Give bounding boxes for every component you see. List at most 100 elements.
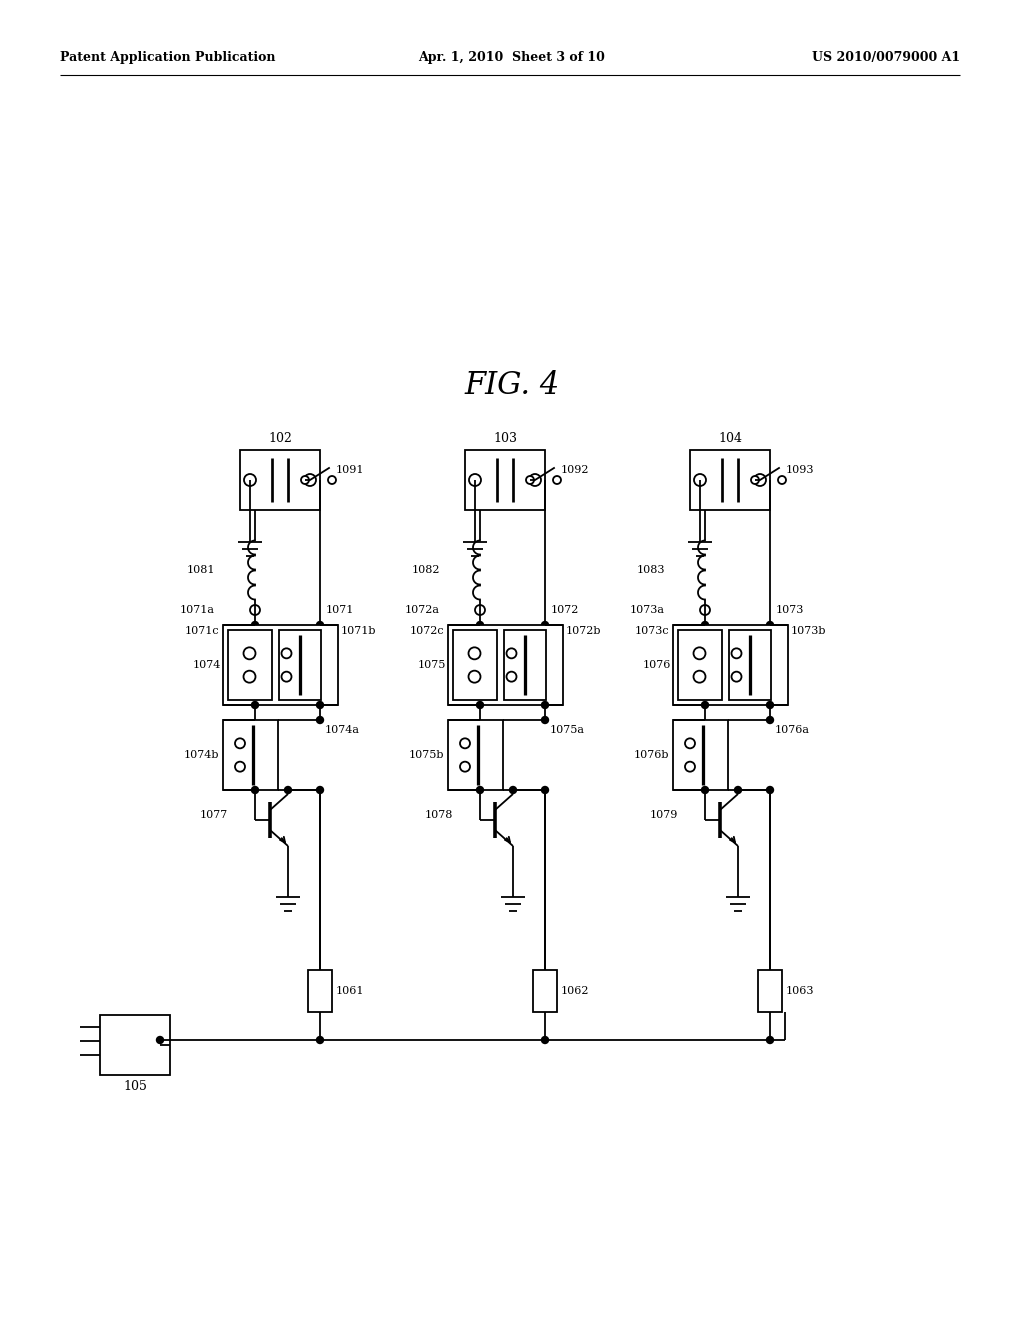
Text: 1076b: 1076b bbox=[634, 750, 670, 760]
Text: 1073: 1073 bbox=[776, 605, 805, 615]
Bar bbox=[447, 624, 562, 705]
Circle shape bbox=[460, 762, 470, 772]
Circle shape bbox=[767, 701, 773, 709]
Circle shape bbox=[460, 738, 470, 748]
Circle shape bbox=[507, 648, 516, 659]
Circle shape bbox=[250, 605, 260, 615]
Text: 1093: 1093 bbox=[786, 465, 814, 475]
Circle shape bbox=[304, 474, 316, 486]
Circle shape bbox=[157, 1036, 164, 1044]
Circle shape bbox=[316, 701, 324, 709]
Bar bbox=[222, 624, 338, 705]
Circle shape bbox=[469, 647, 480, 659]
Bar bbox=[279, 630, 321, 700]
Circle shape bbox=[767, 622, 773, 628]
Text: 1075a: 1075a bbox=[550, 725, 585, 735]
Text: 1075b: 1075b bbox=[409, 750, 444, 760]
Circle shape bbox=[510, 787, 516, 793]
Text: 1072a: 1072a bbox=[406, 605, 440, 615]
Circle shape bbox=[301, 477, 309, 484]
Circle shape bbox=[507, 672, 516, 681]
Circle shape bbox=[701, 787, 709, 793]
Text: 1073c: 1073c bbox=[635, 626, 670, 636]
Text: 105: 105 bbox=[123, 1081, 146, 1093]
Text: 1063: 1063 bbox=[786, 986, 814, 997]
Circle shape bbox=[285, 787, 292, 793]
Text: 1061: 1061 bbox=[336, 986, 365, 997]
Bar bbox=[240, 450, 319, 510]
Circle shape bbox=[778, 477, 786, 484]
Bar bbox=[222, 719, 278, 789]
Text: 1072: 1072 bbox=[551, 605, 580, 615]
Circle shape bbox=[700, 605, 710, 615]
Bar bbox=[758, 970, 782, 1012]
Text: 1071c: 1071c bbox=[185, 626, 219, 636]
Text: 1075: 1075 bbox=[418, 660, 445, 671]
Text: 1091: 1091 bbox=[336, 465, 365, 475]
Circle shape bbox=[252, 701, 258, 709]
Text: 1081: 1081 bbox=[186, 565, 215, 576]
Circle shape bbox=[529, 474, 541, 486]
Bar bbox=[100, 1015, 170, 1074]
Circle shape bbox=[316, 622, 324, 628]
Bar bbox=[678, 630, 722, 700]
Text: US 2010/0079000 A1: US 2010/0079000 A1 bbox=[812, 51, 961, 65]
Circle shape bbox=[316, 1036, 324, 1044]
Circle shape bbox=[701, 622, 709, 628]
Bar bbox=[453, 630, 497, 700]
Bar bbox=[673, 624, 787, 705]
Text: 1076: 1076 bbox=[642, 660, 671, 671]
Bar bbox=[534, 970, 557, 1012]
Text: 1071b: 1071b bbox=[341, 626, 376, 636]
Circle shape bbox=[252, 787, 258, 793]
Circle shape bbox=[693, 647, 706, 659]
Text: 1072b: 1072b bbox=[565, 626, 601, 636]
Circle shape bbox=[767, 787, 773, 793]
Circle shape bbox=[475, 605, 485, 615]
Circle shape bbox=[542, 622, 549, 628]
Circle shape bbox=[316, 787, 324, 793]
Text: 1071: 1071 bbox=[326, 605, 354, 615]
Circle shape bbox=[469, 671, 480, 682]
Text: Patent Application Publication: Patent Application Publication bbox=[60, 51, 275, 65]
Text: 1076a: 1076a bbox=[775, 725, 810, 735]
Circle shape bbox=[701, 701, 709, 709]
Bar bbox=[227, 630, 271, 700]
Circle shape bbox=[542, 787, 549, 793]
Text: 1073b: 1073b bbox=[791, 626, 826, 636]
Text: 1074: 1074 bbox=[193, 660, 221, 671]
Circle shape bbox=[282, 648, 292, 659]
Circle shape bbox=[476, 701, 483, 709]
Circle shape bbox=[767, 1036, 773, 1044]
Circle shape bbox=[693, 671, 706, 682]
Circle shape bbox=[526, 477, 534, 484]
Circle shape bbox=[734, 787, 741, 793]
Circle shape bbox=[476, 622, 483, 628]
Text: 1074a: 1074a bbox=[325, 725, 360, 735]
Text: 1073a: 1073a bbox=[630, 605, 665, 615]
Text: 1071a: 1071a bbox=[180, 605, 215, 615]
Circle shape bbox=[685, 738, 695, 748]
Bar bbox=[673, 719, 727, 789]
Circle shape bbox=[767, 717, 773, 723]
Text: 103: 103 bbox=[493, 432, 517, 445]
Text: 1078: 1078 bbox=[425, 810, 454, 820]
Circle shape bbox=[244, 671, 256, 682]
Text: 1079: 1079 bbox=[650, 810, 678, 820]
Circle shape bbox=[234, 738, 245, 748]
Bar bbox=[447, 719, 503, 789]
Text: Apr. 1, 2010  Sheet 3 of 10: Apr. 1, 2010 Sheet 3 of 10 bbox=[419, 51, 605, 65]
Circle shape bbox=[731, 672, 741, 681]
Circle shape bbox=[282, 672, 292, 681]
Circle shape bbox=[244, 647, 256, 659]
Circle shape bbox=[252, 622, 258, 628]
Text: 1077: 1077 bbox=[200, 810, 228, 820]
Circle shape bbox=[542, 1036, 549, 1044]
Circle shape bbox=[328, 477, 336, 484]
Text: 1092: 1092 bbox=[561, 465, 590, 475]
Text: 1072c: 1072c bbox=[410, 626, 444, 636]
Circle shape bbox=[244, 474, 256, 486]
Circle shape bbox=[754, 474, 766, 486]
Text: 1062: 1062 bbox=[561, 986, 590, 997]
Circle shape bbox=[542, 717, 549, 723]
